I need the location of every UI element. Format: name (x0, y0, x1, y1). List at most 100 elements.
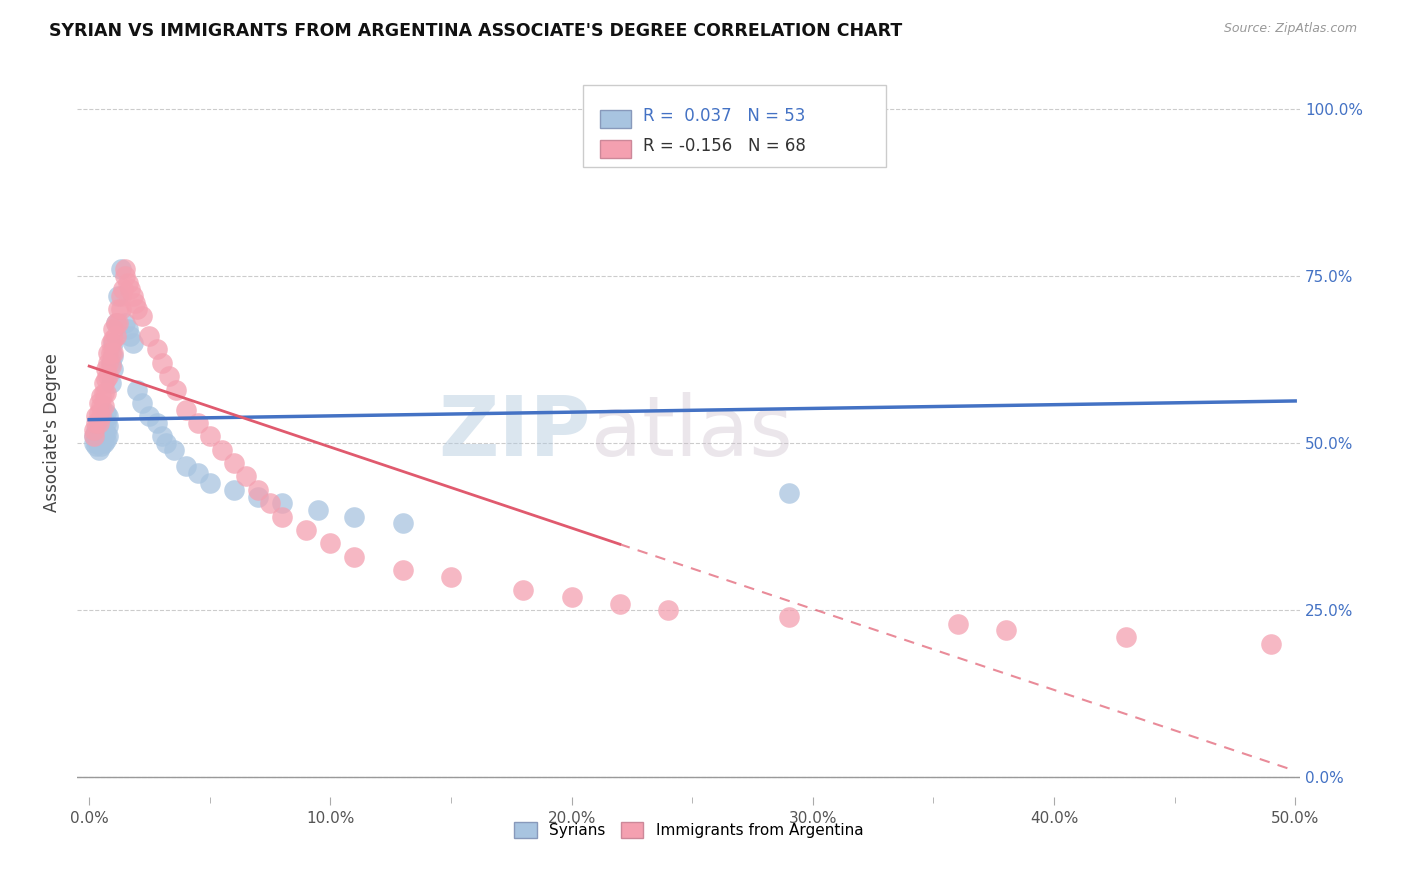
Point (778, 610, 800, 624)
Text: ZIP: ZIP (439, 392, 591, 474)
Point (211, 442, 233, 457)
Point (87, 436, 110, 450)
Point (1308, 182, 1330, 196)
Point (246, 483, 269, 497)
Point (343, 549, 366, 564)
Point (103, 362, 125, 376)
Point (117, 276, 139, 290)
Point (100, 359, 122, 373)
Point (246, 490, 269, 504)
Point (97, 409, 120, 424)
Point (187, 466, 209, 480)
Point (110, 262, 132, 277)
Point (104, 316, 127, 330)
Point (561, 590, 583, 604)
Point (97, 345, 120, 359)
Point (104, 316, 127, 330)
Point (110, 302, 132, 317)
Point (271, 509, 294, 524)
Text: R =  0.037   N = 53: R = 0.037 N = 53 (643, 107, 804, 125)
Point (93, 412, 115, 426)
Point (97, 369, 120, 384)
Point (121, 289, 143, 303)
Point (87, 396, 110, 410)
Point (1260, 637, 1282, 651)
Point (94, 385, 117, 400)
Point (391, 563, 413, 577)
Point (117, 322, 139, 336)
Point (100, 345, 122, 359)
Legend: Syrians, Immigrants from Argentina: Syrians, Immigrants from Argentina (508, 816, 869, 845)
Point (150, 429, 173, 443)
Point (145, 416, 167, 430)
Point (165, 383, 187, 397)
Point (83, 429, 105, 443)
Point (127, 383, 149, 397)
Point (121, 335, 143, 350)
Point (295, 523, 318, 537)
Point (86, 409, 108, 424)
Point (120, 329, 142, 343)
Point (107, 316, 129, 330)
Point (222, 456, 245, 470)
Point (307, 503, 329, 517)
Y-axis label: Associate's Degree: Associate's Degree (44, 353, 60, 512)
Point (94, 425, 117, 440)
Point (93, 429, 115, 443)
Point (90, 423, 112, 437)
Point (90, 429, 112, 443)
Point (198, 429, 221, 443)
Point (86, 423, 108, 437)
Point (111, 282, 134, 296)
Point (87, 406, 110, 420)
Text: SYRIAN VS IMMIGRANTS FROM ARGENTINA ASSOCIATE'S DEGREE CORRELATION CHART: SYRIAN VS IMMIGRANTS FROM ARGENTINA ASSO… (49, 22, 903, 40)
Point (86, 416, 108, 430)
Point (155, 436, 177, 450)
Point (93, 385, 115, 400)
Point (94, 433, 117, 447)
Point (157, 369, 180, 384)
Point (94, 372, 117, 386)
Point (90, 439, 112, 453)
Point (271, 496, 294, 510)
Point (187, 416, 209, 430)
Point (94, 416, 117, 430)
Point (103, 345, 125, 359)
Point (93, 376, 115, 390)
Point (90, 389, 112, 403)
Point (90, 399, 112, 413)
Point (103, 332, 125, 346)
Point (87, 442, 110, 457)
Point (138, 329, 160, 343)
Point (86, 439, 108, 453)
Point (198, 476, 221, 491)
Point (97, 419, 120, 434)
Point (100, 356, 122, 370)
Point (235, 469, 257, 483)
Text: R = -0.156   N = 68: R = -0.156 N = 68 (643, 137, 806, 155)
Point (100, 376, 122, 390)
Text: atlas: atlas (591, 392, 793, 474)
Point (440, 570, 463, 584)
Point (93, 399, 115, 413)
Point (343, 509, 366, 524)
Point (131, 396, 153, 410)
Point (103, 335, 125, 350)
Point (107, 302, 129, 317)
Point (114, 268, 136, 283)
Point (110, 289, 132, 303)
Point (174, 459, 197, 474)
Point (657, 603, 679, 617)
Point (127, 302, 149, 317)
Point (150, 356, 173, 370)
Point (120, 282, 142, 296)
Point (87, 425, 110, 440)
Point (114, 316, 136, 330)
Point (94, 406, 117, 420)
Point (259, 496, 281, 510)
Point (391, 516, 413, 531)
Point (124, 295, 146, 310)
Point (97, 356, 120, 370)
Point (97, 429, 120, 443)
Point (87, 416, 110, 430)
